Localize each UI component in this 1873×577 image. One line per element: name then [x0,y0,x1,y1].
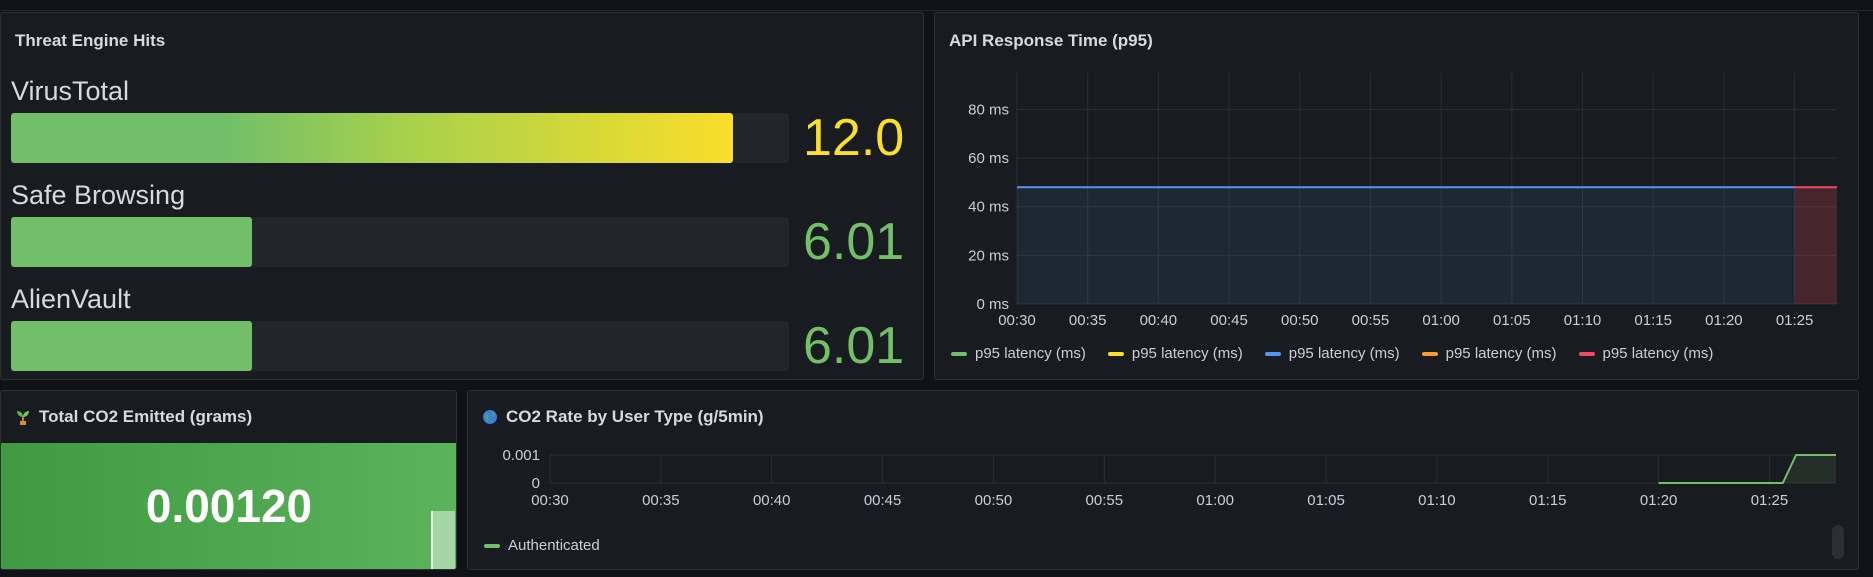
x-tick-label: 01:00 [1422,312,1460,329]
x-tick-label: 00:45 [1210,312,1248,329]
engine-name: AlienVault [11,284,131,314]
engine-value: 6.01 [803,213,905,271]
legend-scroll-control[interactable] [1832,525,1844,559]
x-tick-label: 00:35 [1069,312,1107,329]
bar-track [11,113,789,163]
legend-item[interactable]: p95 latency (ms) [951,345,1086,362]
legend-swatch [951,351,967,356]
y-tick-label: 0.001 [502,447,540,464]
total-co2-panel: Total CO2 Emitted (grams) 0.00120 [0,390,457,570]
x-tick-label: 00:35 [642,492,680,509]
bar-fill [11,113,733,163]
co2-total-value: 0.00120 [145,480,313,532]
globe-icon [483,410,497,424]
x-tick-label: 00:55 [1086,492,1124,509]
x-tick-label: 01:15 [1634,312,1672,329]
legend-item[interactable]: Authenticated [484,537,600,554]
co2-rate-panel: CO2 Rate by User Type (g/5min) 0 0.001 00:… [467,390,1859,570]
x-tick-label: 01:25 [1751,492,1789,509]
x-tick-label: 00:45 [864,492,902,509]
legend-swatch [1107,351,1124,356]
x-tick-label: 01:10 [1564,312,1602,329]
engine-name: VirusTotal [11,76,130,106]
legend-swatch [1421,351,1438,356]
threat-engine-hits-panel: Threat Engine Hits VirusTotal 12.0 Safe Br… [0,12,924,380]
engine-row: Safe Browsing 6.01 [11,177,921,277]
bar-track [11,321,789,371]
legend-label: p95 latency (ms) [975,345,1086,362]
x-tick-label: 01:10 [1418,492,1456,509]
legend-swatch [1264,351,1281,356]
series-area [1794,187,1837,304]
seedling-icon [17,411,29,425]
panel-title[interactable]: API Response Time (p95) [949,31,1153,50]
legend-item[interactable]: p95 latency (ms) [1264,345,1400,362]
x-tick-label: 01:15 [1529,492,1567,509]
legend-label: p95 latency (ms) [1288,345,1400,362]
series-area [1017,187,1795,304]
x-tick-label: 00:40 [1140,312,1178,329]
engine-value: 6.01 [803,317,905,375]
legend-swatch [484,543,500,548]
series-line [1658,454,1836,484]
legend-item[interactable]: p95 latency (ms) [1421,345,1557,362]
chart-legend: Authenticated [484,537,600,554]
engine-value: 12.0 [803,109,905,167]
legend-item[interactable]: p95 latency (ms) [1578,345,1714,362]
x-tick-label: 01:05 [1307,492,1345,509]
engine-name: Safe Browsing [11,180,186,210]
x-tick-label: 01:20 [1705,312,1743,329]
engine-row: AlienVault 6.01 [11,281,921,381]
x-tick-label: 00:40 [753,492,791,509]
legend-label: p95 latency (ms) [1602,345,1714,362]
x-tick-label: 01:20 [1640,492,1678,509]
panel-title[interactable]: Total CO2 Emitted (grams) [15,407,252,427]
x-tick-label: 00:55 [1352,312,1390,329]
co2-rate-chart[interactable]: 0 0.001 00:30 00:35 00:40 00:45 00:50 00:55 01:0… [468,439,1858,519]
x-tick-label: 01:00 [1196,492,1234,509]
legend-label: Authenticated [508,537,600,554]
bar-track [11,217,789,267]
bar-fill [11,217,253,267]
x-tick-label: 00:50 [975,492,1013,509]
y-tick-label: 0 ms [976,296,1009,313]
legend-item[interactable]: p95 latency (ms) [1107,345,1243,362]
api-response-time-chart[interactable]: 0 ms 20 ms 40 ms 60 ms 80 ms 00:30 00:35 00:40 0… [935,63,1858,363]
y-tick-label: 40 ms [968,199,1009,216]
x-tick-label: 00:50 [1281,312,1319,329]
x-tick-label: 00:30 [998,312,1036,329]
y-tick-label: 60 ms [968,150,1009,167]
series-area [1658,455,1836,483]
top-divider [0,0,1873,11]
sparkline [431,511,455,569]
y-tick-label: 0 [532,475,540,492]
legend-label: p95 latency (ms) [1445,345,1557,362]
x-tick-label: 00:30 [531,492,569,509]
stat-background [1,443,456,569]
x-tick-label: 01:25 [1776,312,1814,329]
panel-title[interactable]: CO2 Rate by User Type (g/5min) [482,407,764,427]
legend-label: p95 latency (ms) [1131,345,1243,362]
engine-row: VirusTotal 12.0 [11,73,921,173]
bar-fill [11,321,253,371]
y-tick-label: 20 ms [968,247,1009,264]
y-tick-label: 80 ms [968,101,1009,118]
api-response-time-panel: API Response Time (p95) 0 ms 20 ms 40 ms 60… [934,12,1859,380]
x-tick-label: 01:05 [1493,312,1531,329]
legend-swatch [1578,351,1595,356]
panel-title[interactable]: Threat Engine Hits [15,31,166,50]
chart-legend: p95 latency (ms) p95 latency (ms) p95 late… [951,345,1713,362]
